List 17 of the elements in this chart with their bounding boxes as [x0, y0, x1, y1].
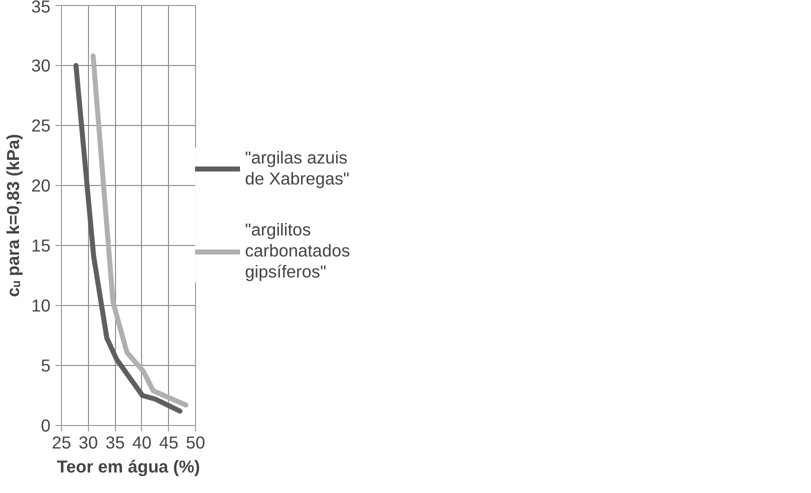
- x-tick-label: 35: [105, 432, 125, 452]
- x-tick-label: 40: [132, 432, 152, 452]
- y-tick-label: 35: [31, 0, 51, 16]
- y-tick-label: 0: [40, 416, 51, 436]
- x-tick-label: 45: [159, 432, 178, 452]
- y-tick-label: 20: [31, 176, 51, 196]
- y-tick-label: 30: [31, 56, 51, 76]
- x-tick-label: 30: [78, 432, 98, 452]
- y-tick-label: 5: [40, 356, 51, 376]
- legend-label: "argilas azuis de Xabregas": [245, 148, 350, 190]
- x-axis-title: Teor em água (%): [56, 456, 200, 476]
- x-tick-label: 50: [186, 432, 206, 452]
- y-tick-label: 10: [31, 296, 51, 316]
- y-tick-label: 25: [31, 116, 51, 136]
- y-tick-label: 15: [31, 236, 51, 256]
- y-axis-title: cᵤ para k=0,83 (kPa): [3, 134, 24, 297]
- legend-label: "argilitos carbonatados gipsíferos": [245, 220, 350, 282]
